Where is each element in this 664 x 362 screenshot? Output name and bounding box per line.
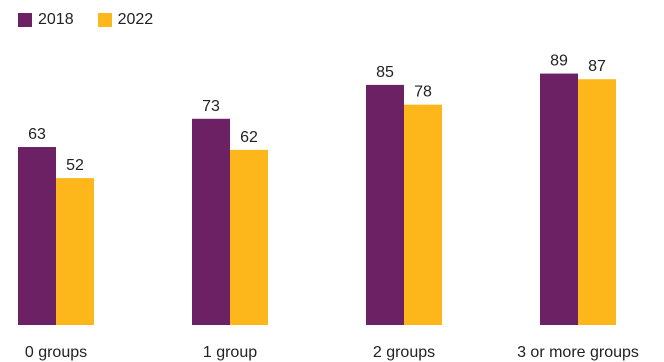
- legend-label-2022: 2022: [117, 11, 154, 28]
- bar-2018-2-groups: [366, 84, 404, 325]
- bar-2022-0-groups: [56, 178, 94, 325]
- legend-item-2022: 2022: [97, 11, 154, 29]
- data-label-2018-3-or-more-groups: 89: [550, 53, 568, 70]
- bar-2018-0-groups: [18, 147, 56, 325]
- data-label-2022-1-group: 62: [240, 129, 258, 146]
- legend-item-2018: 2018: [18, 11, 74, 29]
- category-label-2-groups: 2 groups: [373, 344, 435, 361]
- bar-2022-1-group: [230, 149, 268, 325]
- data-label-2022-2-groups: 78: [414, 84, 432, 101]
- legend-label-2018: 2018: [38, 11, 74, 28]
- chart-legend: 2018 2022: [18, 9, 177, 31]
- data-label-2018-2-groups: 85: [376, 64, 394, 81]
- data-label-2022-3-or-more-groups: 87: [588, 58, 606, 75]
- data-label-2018-1-group: 73: [202, 98, 220, 115]
- data-label-2018-0-groups: 63: [28, 126, 46, 143]
- category-label-3-or-more-groups: 3 or more groups: [517, 344, 639, 361]
- bar-2018-3-or-more-groups: [540, 73, 578, 325]
- bar-2022-2-groups: [404, 104, 442, 326]
- bar-2018-1-group: [192, 118, 230, 326]
- data-label-2022-0-groups: 52: [66, 157, 84, 174]
- legend-swatch-2022: [97, 13, 112, 27]
- bar-2022-3-or-more-groups: [578, 79, 616, 325]
- legend-swatch-2018: [18, 13, 32, 27]
- category-label-1-group: 1 group: [203, 344, 257, 361]
- category-label-0-groups: 0 groups: [25, 344, 87, 361]
